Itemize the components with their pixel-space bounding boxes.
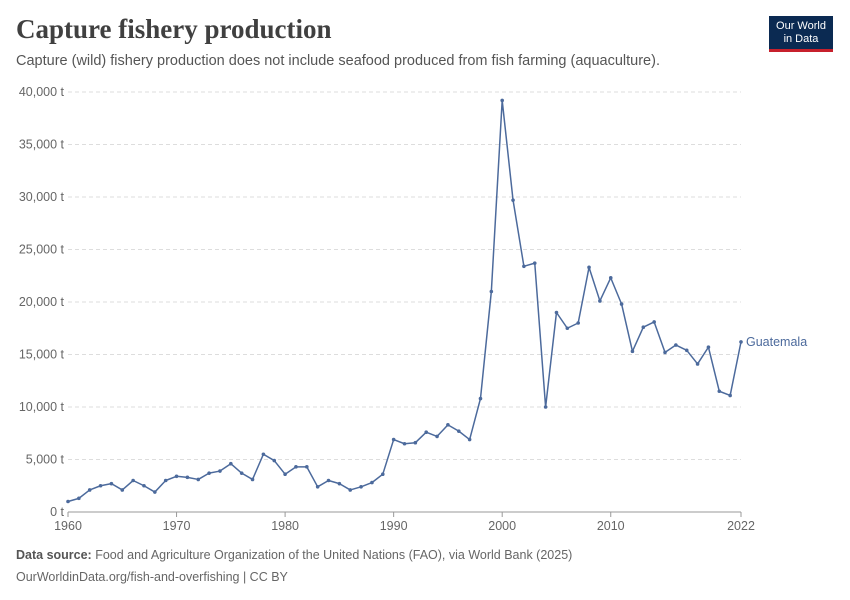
data-point bbox=[239, 471, 244, 475]
data-point bbox=[66, 499, 70, 504]
data-point bbox=[717, 389, 722, 394]
y-tick-label: 25,000 t bbox=[19, 243, 65, 257]
data-point bbox=[663, 350, 667, 355]
series-label: Guatemala bbox=[746, 335, 807, 349]
data-point bbox=[413, 440, 418, 445]
data-point bbox=[196, 477, 201, 482]
series-line-guatemala bbox=[67, 99, 742, 503]
data-point bbox=[424, 430, 429, 435]
data-point bbox=[435, 434, 439, 439]
data-point bbox=[695, 362, 700, 366]
y-tick-label: 10,000 t bbox=[19, 400, 65, 414]
y-tick-label: 15,000 t bbox=[19, 348, 65, 362]
x-tick-label: 1960 bbox=[54, 519, 82, 533]
data-point bbox=[131, 478, 135, 483]
data-point bbox=[684, 348, 689, 353]
data-point bbox=[565, 326, 570, 331]
data-point bbox=[120, 488, 125, 492]
x-tick-label: 1990 bbox=[380, 519, 408, 533]
data-point bbox=[229, 461, 233, 466]
logo-line-2: in Data bbox=[783, 32, 819, 45]
data-point bbox=[77, 496, 81, 501]
data-point bbox=[739, 340, 743, 344]
data-point bbox=[261, 452, 266, 457]
data-point bbox=[587, 265, 591, 270]
data-point bbox=[348, 488, 353, 492]
x-tick-label: 2000 bbox=[488, 519, 516, 533]
data-point bbox=[218, 469, 222, 473]
data-point bbox=[467, 437, 472, 442]
data-point bbox=[380, 472, 385, 477]
chart-title: Capture fishery production bbox=[16, 14, 332, 44]
data-point bbox=[554, 310, 559, 315]
y-tick-label: 20,000 t bbox=[19, 295, 65, 309]
data-point bbox=[402, 441, 407, 446]
data-point bbox=[489, 289, 494, 294]
data-point bbox=[370, 480, 374, 485]
data-point bbox=[142, 483, 146, 488]
series-layer: Guatemala bbox=[66, 98, 807, 504]
data-point bbox=[500, 98, 504, 103]
data-point bbox=[543, 405, 548, 409]
data-point bbox=[87, 488, 92, 492]
y-tick-label: 30,000 t bbox=[19, 190, 65, 204]
data-point bbox=[326, 478, 331, 483]
y-tick-label: 0 t bbox=[50, 505, 64, 519]
x-axis: 1960 1970 1980 1990 2000 2010 2022 bbox=[54, 511, 755, 533]
data-point bbox=[185, 475, 190, 480]
x-tick-label: 1970 bbox=[163, 519, 191, 533]
data-point bbox=[305, 465, 309, 469]
data-point bbox=[174, 474, 179, 479]
y-tick-label: 35,000 t bbox=[19, 138, 65, 152]
data-point bbox=[163, 478, 168, 483]
data-point bbox=[315, 485, 320, 489]
data-point bbox=[294, 465, 298, 469]
chart-subtitle: Capture (wild) fishery production does n… bbox=[16, 53, 660, 69]
y-tick-label: 5,000 t bbox=[26, 453, 65, 467]
x-tick-label: 2010 bbox=[597, 519, 625, 533]
x-tick-label: 2022 bbox=[727, 519, 755, 533]
x-tick-label: 1980 bbox=[271, 519, 299, 533]
data-point bbox=[598, 299, 602, 303]
y-tick-label: 40,000 t bbox=[19, 85, 65, 99]
data-source-text: Food and Agriculture Organization of the… bbox=[95, 548, 573, 562]
data-point bbox=[652, 320, 656, 324]
data-point bbox=[728, 393, 732, 398]
data-point bbox=[250, 477, 255, 482]
data-point bbox=[109, 481, 114, 486]
data-point bbox=[207, 471, 211, 475]
data-point bbox=[674, 343, 678, 347]
data-point bbox=[522, 264, 526, 269]
data-point bbox=[283, 472, 287, 477]
data-point bbox=[359, 485, 363, 489]
data-point bbox=[576, 321, 580, 325]
data-point bbox=[706, 345, 711, 349]
data-source-note: Data source: Food and Agriculture Organi… bbox=[16, 548, 572, 562]
owid-logo[interactable]: Our World in Data bbox=[769, 16, 833, 52]
data-point bbox=[456, 429, 461, 433]
data-point bbox=[478, 396, 483, 401]
data-source-label: Data source: bbox=[16, 548, 92, 562]
data-point bbox=[608, 276, 613, 280]
y-axis: 0 t 5,000 t 10,000 t 15,000 t 20,000 t 25,000… bbox=[19, 85, 65, 519]
data-point bbox=[337, 481, 342, 486]
logo-line-1: Our World bbox=[776, 19, 826, 32]
data-point bbox=[630, 349, 635, 354]
data-point bbox=[446, 423, 450, 427]
source-link[interactable]: OurWorldinData.org/fish-and-overfishing … bbox=[16, 570, 288, 584]
data-point bbox=[153, 490, 157, 494]
data-point bbox=[619, 302, 624, 306]
data-point bbox=[641, 325, 646, 330]
data-point bbox=[532, 261, 537, 265]
data-point bbox=[98, 483, 103, 488]
data-point bbox=[391, 437, 396, 442]
data-point bbox=[511, 198, 515, 202]
data-point bbox=[272, 458, 277, 463]
grid-lines bbox=[68, 91, 741, 460]
